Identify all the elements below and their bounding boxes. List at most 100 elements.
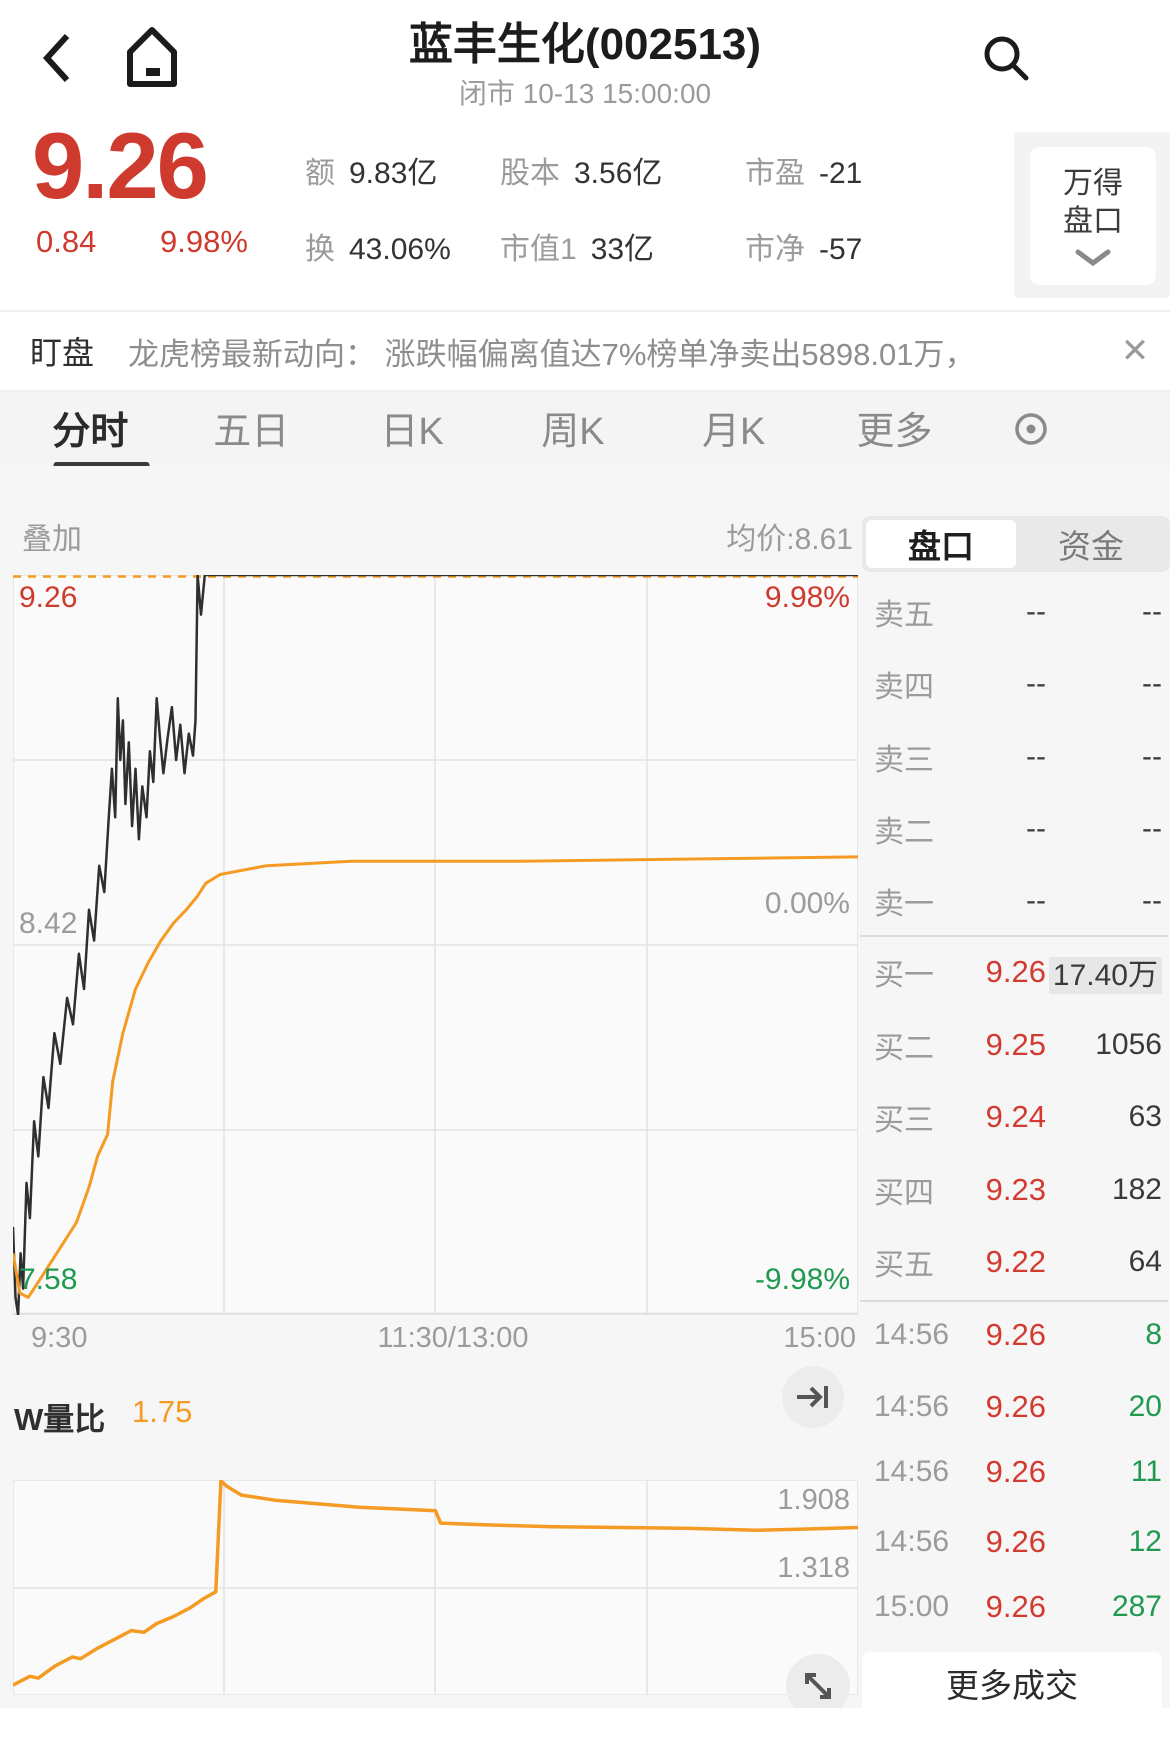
row-label: 14:56 bbox=[874, 1390, 950, 1423]
ratio-axis-mid: 1.318 bbox=[777, 1552, 850, 1584]
price-change-pct: 9.98% bbox=[160, 224, 248, 259]
row-volume: -- bbox=[1142, 812, 1162, 845]
order-book-row[interactable]: 买三 9.24 63 bbox=[858, 1097, 1170, 1137]
tab-五日[interactable]: 五日 bbox=[213, 410, 290, 453]
intraday-chart-canvas bbox=[13, 575, 858, 1315]
status-time: 10-13 15:00:00 bbox=[522, 78, 712, 109]
order-book-row[interactable]: 卖二 -- -- bbox=[858, 809, 1170, 849]
row-volume: 287 bbox=[1111, 1590, 1162, 1623]
row-price: 9.22 bbox=[985, 1244, 1046, 1279]
wind-panel-button[interactable]: 万得 盘口 bbox=[1030, 147, 1156, 285]
status-label: 闭市 bbox=[458, 78, 515, 109]
avg-price-label: 均价:8.61 bbox=[726, 523, 853, 556]
more-trades-button[interactable]: 更多成交 bbox=[862, 1652, 1162, 1714]
jump-to-latest-button[interactable] bbox=[782, 1366, 844, 1428]
order-book-row[interactable]: 14:56 9.26 8 bbox=[858, 1315, 1170, 1355]
volume-ratio-chart[interactable]: 1.908 1.318 bbox=[13, 1480, 858, 1695]
home-button[interactable] bbox=[116, 20, 188, 94]
row-volume: 12 bbox=[1128, 1525, 1162, 1558]
chevron-down-icon bbox=[1075, 249, 1111, 267]
row-price: 9.25 bbox=[985, 1027, 1046, 1062]
order-book-row[interactable]: 卖五 -- -- bbox=[858, 592, 1170, 632]
price-axis-mid: 8.42 bbox=[19, 907, 78, 940]
row-price: 9.26 bbox=[985, 1454, 1046, 1489]
chart-settings-button[interactable] bbox=[1011, 409, 1051, 449]
order-book-row[interactable]: 买五 9.22 64 bbox=[858, 1242, 1170, 1282]
row-label: 卖三 bbox=[874, 744, 934, 777]
row-price: 9.26 bbox=[985, 1524, 1046, 1559]
order-book-row[interactable]: 卖一 -- -- bbox=[858, 881, 1170, 921]
bottom-strip bbox=[0, 1708, 1170, 1739]
row-volume: 8 bbox=[1145, 1318, 1162, 1351]
row-volume: 11 bbox=[1130, 1455, 1162, 1488]
row-label: 买四 bbox=[874, 1177, 934, 1210]
row-label: 14:56 bbox=[874, 1318, 950, 1351]
volume-ratio-canvas bbox=[13, 1480, 858, 1695]
order-book-row[interactable]: 买二 9.25 1056 bbox=[858, 1025, 1170, 1065]
chart-section: 叠加 均价:8.61 盘口 资金 9.26 9.98% 8.42 0.00% bbox=[0, 466, 1170, 1718]
stat-share-capital: 股本 3.56亿 bbox=[500, 157, 663, 190]
row-volume: -- bbox=[1142, 740, 1162, 773]
pct-axis-top: 9.98% bbox=[764, 581, 850, 614]
back-button[interactable] bbox=[26, 28, 86, 88]
close-icon[interactable]: ✕ bbox=[1120, 332, 1150, 370]
order-book-row[interactable]: 14:56 9.26 11 bbox=[858, 1452, 1170, 1492]
tab-order-book[interactable]: 盘口 bbox=[866, 520, 1016, 568]
price-line bbox=[13, 575, 858, 1315]
time-axis-open: 9:30 bbox=[31, 1322, 88, 1354]
row-label: 卖一 bbox=[874, 888, 934, 921]
row-volume: 1056 bbox=[1095, 1028, 1162, 1061]
pct-axis-bottom: -9.98% bbox=[754, 1263, 850, 1296]
order-book-row[interactable]: 买四 9.23 182 bbox=[858, 1170, 1170, 1210]
row-label: 买三 bbox=[874, 1104, 934, 1137]
tab-更多[interactable]: 更多 bbox=[856, 410, 933, 453]
row-volume: 20 bbox=[1128, 1390, 1162, 1423]
stat-market-cap: 市值1 33亿 bbox=[500, 233, 655, 266]
order-book-row[interactable]: 买一 9.26 17.40万 bbox=[858, 950, 1170, 994]
price-change: 0.84 bbox=[36, 224, 97, 259]
avg_price-line bbox=[13, 855, 858, 1299]
period-tabbar: 分时 五日 日K 周K 月K 更多 bbox=[0, 392, 1170, 466]
back-chevron-icon bbox=[42, 33, 70, 83]
tab-周K[interactable]: 周K bbox=[541, 410, 605, 453]
alert-bar[interactable]: 盯盘 龙虎榜最新动向： 涨跌幅偏离值达7%榜单净卖出5898.01万， ✕ bbox=[0, 310, 1170, 392]
row-price: -- bbox=[1026, 884, 1046, 917]
row-volume: 63 bbox=[1128, 1100, 1162, 1133]
row-volume: 17.40万 bbox=[1046, 950, 1162, 994]
tab-月K[interactable]: 月K bbox=[702, 410, 766, 453]
search-button[interactable] bbox=[972, 24, 1040, 92]
intraday-chart[interactable]: 9.26 9.98% 8.42 0.00% 7.58 -9.98% bbox=[13, 575, 858, 1315]
row-price: 9.23 bbox=[985, 1172, 1046, 1207]
row-volume: -- bbox=[1142, 884, 1162, 917]
order-book-row[interactable]: 14:56 9.26 12 bbox=[858, 1522, 1170, 1562]
order-book-row[interactable]: 15:00 9.26 287 bbox=[858, 1587, 1170, 1627]
volume-ratio-name: W量比 bbox=[14, 1402, 106, 1437]
target-icon bbox=[1015, 413, 1047, 445]
row-volume: 182 bbox=[1111, 1173, 1162, 1206]
row-volume: -- bbox=[1142, 667, 1162, 700]
period-tabs: 分时 五日 日K 周K 月K 更多 bbox=[0, 390, 975, 469]
row-price: 9.26 bbox=[985, 1317, 1046, 1352]
order-book-panel: 卖五 -- -- 卖四 -- -- 卖三 -- -- 卖二 -- -- 卖一 -- -- 买一 9.26 17.… bbox=[858, 575, 1170, 1739]
time-axis-noon: 11:30/13:00 bbox=[377, 1322, 529, 1354]
row-volume: -- bbox=[1142, 595, 1162, 628]
overlay-button[interactable]: 叠加 bbox=[22, 523, 82, 556]
time-axis: 9:30 11:30/13:00 15:00 bbox=[13, 1322, 858, 1362]
order-book-row[interactable]: 卖三 -- -- bbox=[858, 737, 1170, 777]
volume_ratio-line bbox=[13, 1480, 858, 1687]
tab-日K[interactable]: 日K bbox=[380, 410, 444, 453]
alert-tag: 盯盘 bbox=[30, 335, 95, 371]
tab-funds[interactable]: 资金 bbox=[1058, 528, 1124, 565]
row-price: -- bbox=[1026, 812, 1046, 845]
row-price: -- bbox=[1026, 595, 1046, 628]
page-title: 蓝丰生化(002513) bbox=[408, 20, 762, 69]
row-label: 卖四 bbox=[874, 671, 934, 704]
order-book-row[interactable]: 卖四 -- -- bbox=[858, 664, 1170, 704]
panel-tabs: 盘口 资金 bbox=[862, 516, 1170, 572]
row-label: 买五 bbox=[874, 1249, 934, 1282]
expand-chart-button[interactable] bbox=[786, 1654, 850, 1718]
order-book-row[interactable]: 14:56 9.26 20 bbox=[858, 1387, 1170, 1427]
volume-ratio-current: 1.75 bbox=[132, 1394, 193, 1429]
tab-intraday[interactable]: 分时 bbox=[10, 390, 171, 469]
